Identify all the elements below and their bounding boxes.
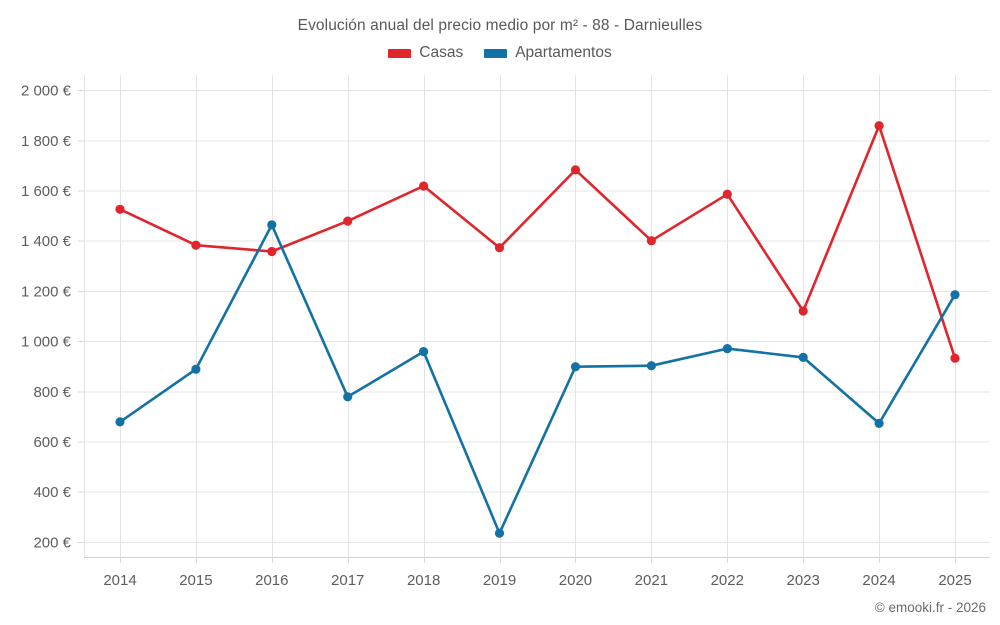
- data-point[interactable]: [874, 121, 884, 131]
- chart-title: Evolución anual del precio medio por m² …: [297, 17, 703, 34]
- data-point[interactable]: [494, 528, 505, 538]
- data-point[interactable]: [115, 204, 125, 214]
- data-point[interactable]: [115, 417, 125, 427]
- legend-swatch-icon: [484, 48, 508, 58]
- y-axis-tick-label: 1 000 €: [21, 334, 72, 351]
- x-axis-tick-label: 2019: [483, 572, 516, 589]
- data-point[interactable]: [798, 352, 808, 362]
- y-axis-tick-label: 1 200 €: [21, 283, 72, 300]
- y-axis-tick-label: 400 €: [33, 484, 71, 501]
- y-axis-tick-label: 1 600 €: [21, 183, 72, 200]
- data-point[interactable]: [267, 246, 277, 257]
- data-point[interactable]: [343, 392, 353, 402]
- data-point[interactable]: [267, 220, 277, 230]
- legend-swatch-icon: [388, 48, 412, 58]
- legend-label: Casas: [419, 44, 464, 61]
- x-axis-tick-label: 2015: [179, 572, 212, 589]
- chart-legend: Casas Apartamentos: [0, 44, 1000, 62]
- legend-label: Apartamentos: [515, 44, 612, 61]
- y-axis-tick-label: 1 400 €: [21, 233, 72, 250]
- x-axis-tick-label: 2014: [103, 572, 136, 589]
- data-point[interactable]: [419, 347, 429, 357]
- grid-lines: [78, 75, 990, 563]
- data-point[interactable]: [950, 353, 960, 363]
- x-axis-labels: 2014 2015 2016 2017 2018 2019 2020 2021 2022 2023…: [103, 572, 971, 589]
- y-axis-tick-label: 600 €: [33, 434, 71, 451]
- legend-item-casas[interactable]: Casas: [388, 44, 463, 62]
- series-line: [118, 223, 957, 535]
- copyright-credit: © emooki.fr - 2026: [874, 600, 986, 615]
- data-point[interactable]: [722, 189, 732, 199]
- data-point[interactable]: [722, 344, 732, 354]
- x-axis-tick-label: 2016: [255, 572, 288, 589]
- x-axis-tick-label: 2017: [331, 572, 364, 589]
- y-axis-labels: 200 € 400 € 600 € 800 € 1 000 € 1 200 € 1 400 …: [21, 83, 72, 552]
- series-apartamentos: [115, 220, 960, 538]
- data-point[interactable]: [874, 418, 884, 428]
- data-point[interactable]: [494, 243, 505, 253]
- x-axis-tick-label: 2025: [938, 572, 971, 589]
- y-axis-tick-label: 200 €: [33, 534, 71, 551]
- data-point[interactable]: [950, 290, 960, 300]
- y-axis-tick-label: 1 800 €: [21, 133, 72, 150]
- x-axis-tick-label: 2020: [559, 572, 592, 589]
- data-point[interactable]: [343, 216, 353, 226]
- series-line: [118, 124, 957, 360]
- x-axis-tick-label: 2023: [786, 572, 819, 589]
- legend-item-apartamentos[interactable]: Apartamentos: [484, 44, 612, 62]
- y-axis-tick-label: 800 €: [33, 384, 71, 401]
- x-axis-tick-label: 2021: [635, 572, 668, 589]
- data-point[interactable]: [191, 364, 201, 374]
- data-point[interactable]: [419, 181, 429, 191]
- x-axis-tick-label: 2024: [862, 572, 895, 589]
- series-casas: [115, 121, 960, 363]
- data-point[interactable]: [570, 165, 581, 175]
- data-point[interactable]: [798, 306, 808, 316]
- data-series-layer: [115, 121, 960, 538]
- x-axis-tick-label: 2018: [407, 572, 440, 589]
- data-point[interactable]: [646, 236, 657, 246]
- data-point[interactable]: [646, 361, 657, 371]
- x-axis-tick-label: 2022: [711, 572, 744, 589]
- data-point[interactable]: [570, 362, 581, 372]
- data-point[interactable]: [191, 240, 201, 250]
- y-axis-tick-label: 2 000 €: [21, 83, 72, 100]
